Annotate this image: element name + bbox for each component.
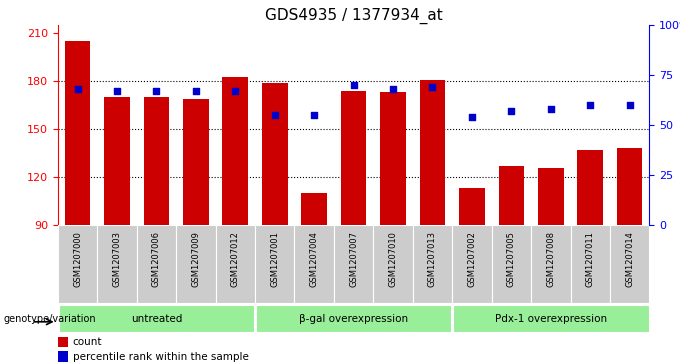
Text: GSM1207012: GSM1207012 bbox=[231, 231, 240, 287]
Point bbox=[151, 88, 162, 94]
Bar bbox=[459, 188, 485, 225]
Point bbox=[348, 82, 359, 88]
Point bbox=[585, 102, 596, 108]
Bar bbox=[262, 83, 288, 225]
Bar bbox=[380, 93, 406, 225]
Bar bbox=[58, 225, 97, 303]
Text: GSM1207014: GSM1207014 bbox=[625, 231, 634, 287]
Text: GSM1207009: GSM1207009 bbox=[191, 231, 201, 287]
Point bbox=[112, 88, 122, 94]
Bar bbox=[176, 225, 216, 303]
Bar bbox=[334, 225, 373, 303]
Point bbox=[190, 88, 201, 94]
Text: genotype/variation: genotype/variation bbox=[3, 314, 96, 323]
Bar bbox=[452, 225, 492, 303]
Bar bbox=[531, 225, 571, 303]
Text: GSM1207011: GSM1207011 bbox=[585, 231, 595, 287]
Text: GSM1207004: GSM1207004 bbox=[309, 231, 319, 287]
Bar bbox=[538, 168, 564, 225]
Bar bbox=[420, 80, 445, 225]
Text: Pdx-1 overexpression: Pdx-1 overexpression bbox=[495, 314, 607, 323]
Point bbox=[545, 106, 556, 112]
Text: β-gal overexpression: β-gal overexpression bbox=[299, 314, 408, 323]
Bar bbox=[222, 77, 248, 225]
Bar bbox=[216, 225, 255, 303]
Bar bbox=[617, 148, 643, 225]
Text: GSM1207003: GSM1207003 bbox=[112, 231, 122, 287]
Bar bbox=[58, 351, 69, 362]
Text: GSM1207002: GSM1207002 bbox=[467, 231, 477, 287]
Text: GSM1207000: GSM1207000 bbox=[73, 231, 82, 287]
Point bbox=[309, 113, 320, 118]
Bar bbox=[453, 305, 649, 333]
Bar bbox=[143, 97, 169, 225]
Text: percentile rank within the sample: percentile rank within the sample bbox=[73, 352, 248, 362]
Bar bbox=[301, 193, 327, 225]
Text: GSM1207005: GSM1207005 bbox=[507, 231, 516, 287]
Bar bbox=[413, 225, 452, 303]
Bar bbox=[58, 337, 69, 347]
Bar bbox=[104, 97, 130, 225]
Bar bbox=[255, 225, 294, 303]
Text: GSM1207013: GSM1207013 bbox=[428, 231, 437, 287]
Point bbox=[269, 113, 280, 118]
Bar bbox=[610, 225, 649, 303]
Bar bbox=[65, 41, 90, 225]
Text: GSM1207007: GSM1207007 bbox=[349, 231, 358, 287]
Text: GSM1207001: GSM1207001 bbox=[270, 231, 279, 287]
Point bbox=[506, 108, 517, 114]
Bar bbox=[498, 166, 524, 225]
Title: GDS4935 / 1377934_at: GDS4935 / 1377934_at bbox=[265, 8, 443, 24]
Bar bbox=[58, 305, 254, 333]
Bar bbox=[492, 225, 531, 303]
Point bbox=[388, 86, 398, 92]
Bar bbox=[571, 225, 610, 303]
Text: GSM1207008: GSM1207008 bbox=[546, 231, 556, 287]
Point bbox=[72, 86, 83, 92]
Bar bbox=[341, 91, 367, 225]
Bar bbox=[373, 225, 413, 303]
Text: count: count bbox=[73, 337, 102, 347]
Text: GSM1207010: GSM1207010 bbox=[388, 231, 398, 287]
Point bbox=[624, 102, 635, 108]
Bar bbox=[294, 225, 334, 303]
Point bbox=[466, 114, 477, 120]
Point bbox=[230, 88, 241, 94]
Bar bbox=[256, 305, 452, 333]
Text: GSM1207006: GSM1207006 bbox=[152, 231, 161, 287]
Bar bbox=[183, 99, 209, 225]
Text: untreated: untreated bbox=[131, 314, 182, 323]
Bar bbox=[137, 225, 176, 303]
Point bbox=[427, 84, 438, 90]
Bar bbox=[577, 150, 603, 225]
Bar bbox=[97, 225, 137, 303]
